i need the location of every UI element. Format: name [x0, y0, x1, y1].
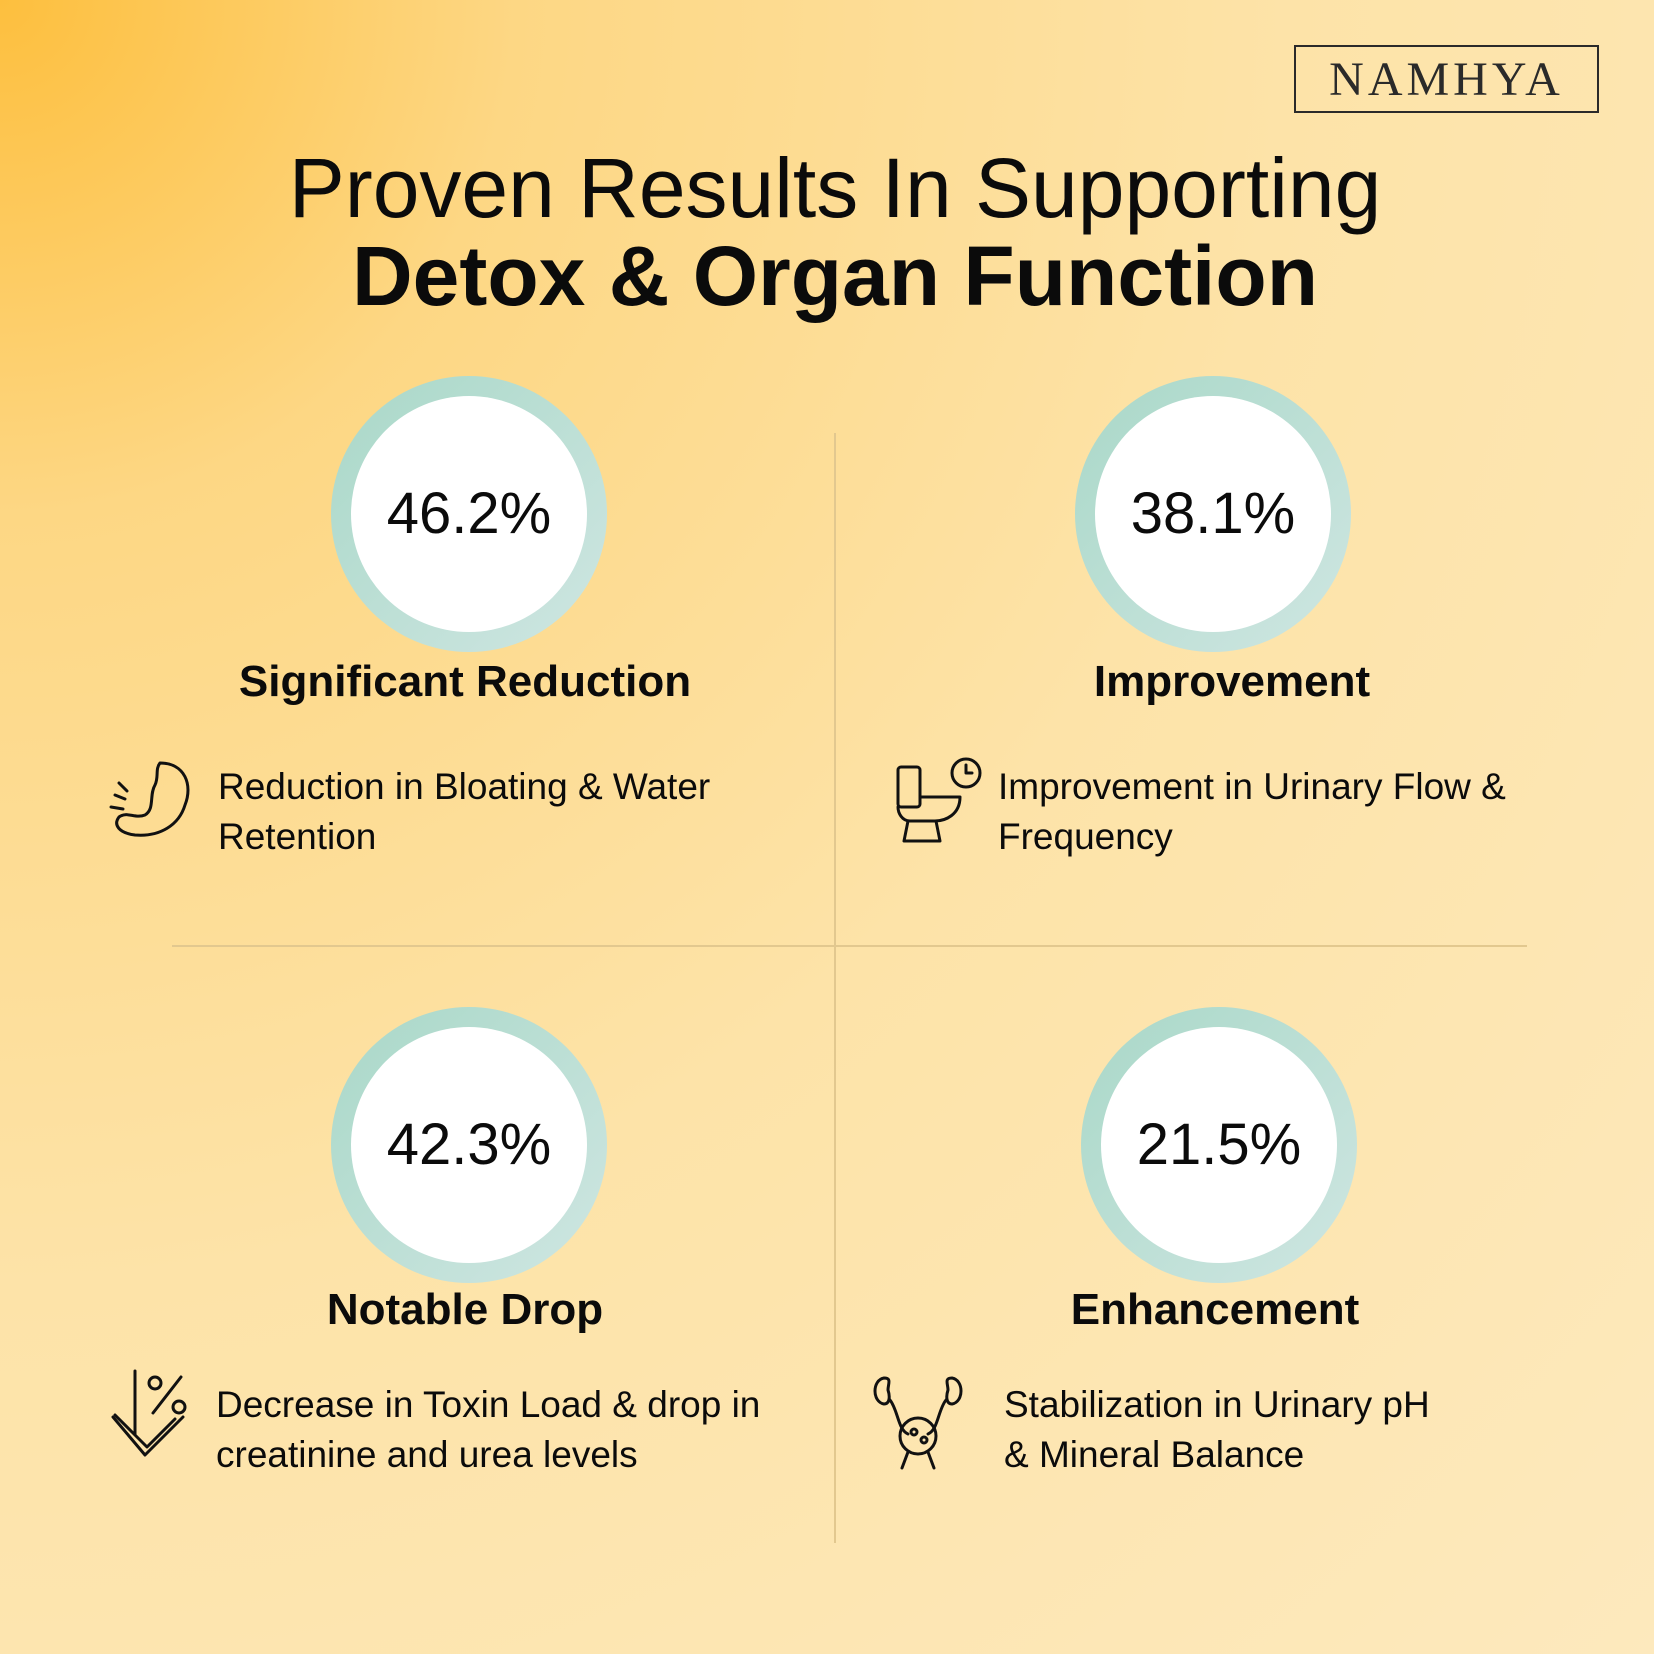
stat-description: Stabilization in Urinary pH & Mineral Bal…: [1004, 1380, 1430, 1480]
title-line: Detox & Organ Function: [352, 229, 1318, 323]
brand-logo: NAMHYA: [1294, 45, 1599, 113]
divider: [834, 433, 836, 1543]
description-line: & Mineral Balance: [1004, 1434, 1305, 1475]
stat-circle: [1075, 376, 1351, 652]
divider: [172, 945, 1527, 947]
stat-circle: [331, 376, 607, 652]
stat-description: Reduction in Bloating & Water Retention: [218, 762, 710, 862]
description-line: Retention: [218, 816, 377, 857]
stat-heading: Notable Drop: [326, 1285, 604, 1334]
stat-value: 21.5%: [1136, 1112, 1302, 1177]
title-line: Proven Results In Supporting: [288, 141, 1382, 235]
toilet-icon: [896, 757, 982, 843]
stat-circle: [1081, 1007, 1357, 1283]
description-line: creatinine and urea levels: [216, 1434, 638, 1475]
description-line: Decrease in Toxin Load & drop in: [216, 1384, 761, 1425]
stat-heading: Improvement: [1093, 657, 1371, 706]
stat-circle: [331, 1007, 607, 1283]
kidney-icon: [873, 1376, 963, 1470]
drop-icon: [111, 1369, 187, 1457]
stat-value: 42.3%: [386, 1112, 552, 1177]
stat-heading: Significant Reduction: [238, 657, 692, 706]
stat-description: Decrease in Toxin Load & drop in creatini…: [216, 1380, 760, 1480]
description-line: Improvement in Urinary Flow &: [998, 766, 1506, 807]
stat-value: 38.1%: [1130, 481, 1296, 546]
stat-description: Improvement in Urinary Flow & Frequency: [998, 762, 1506, 862]
description-line: Reduction in Bloating & Water: [218, 766, 711, 807]
description-line: Stabilization in Urinary pH: [1004, 1384, 1430, 1425]
stomach-icon: [109, 761, 190, 837]
stat-heading: Enhancement: [1070, 1285, 1360, 1334]
stat-value: 46.2%: [386, 481, 552, 546]
description-line: Frequency: [998, 816, 1173, 857]
